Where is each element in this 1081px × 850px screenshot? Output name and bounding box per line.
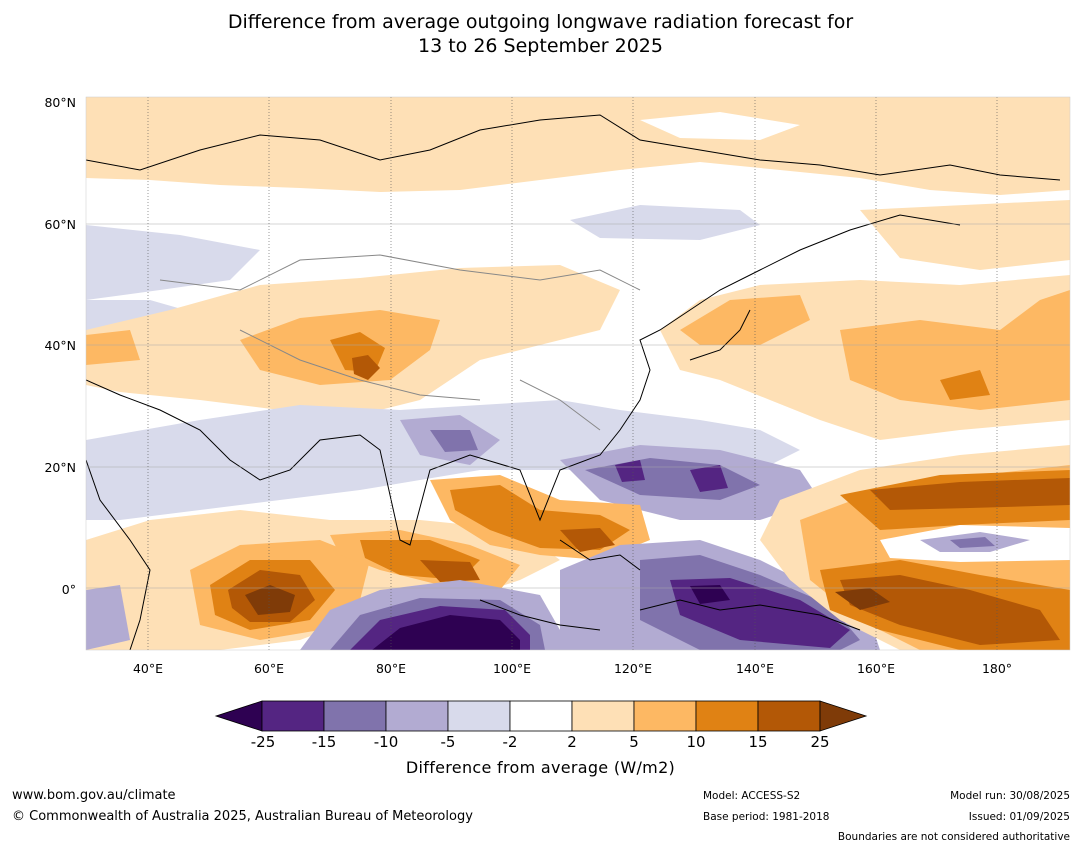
lon-label-180: 180° [981,661,1013,676]
lat-label-20n: 20°N [44,460,76,475]
lon-label-120e: 120°E [613,661,652,676]
anomaly-region [690,465,728,492]
anomaly-region [615,460,645,482]
colorbar-bin [261,700,325,732]
lon-label-80e: 80°E [375,661,407,676]
model-run-date: Model run: 30/08/2025 [950,790,1070,802]
anomaly-region [86,400,800,520]
colorbar-bin [633,700,697,732]
anomaly-region [372,615,520,650]
anomaly-region [570,205,760,240]
anomaly-region [86,330,140,365]
colorbar-bin [385,700,449,732]
copyright-notice: © Commonwealth of Australia 2025, Austra… [12,809,473,824]
anomaly-region [640,112,800,140]
boundary-disclaimer: Boundaries are not considered authoritat… [837,831,1070,843]
colorbar-bin [695,700,759,732]
olr-anomaly-map [85,96,1071,651]
colorbar-tick: 2 [567,733,577,751]
anomaly-region [86,225,260,300]
anomaly-region [430,430,478,452]
anomaly-region [245,585,295,615]
anomaly-region [870,478,1070,510]
base-period: Base period: 1981-2018 [703,811,830,823]
colorbar-tick: 25 [810,733,830,751]
title-line-2: 13 to 26 September 2025 [418,35,663,57]
colorbar-tick: 5 [629,733,639,751]
coastlines [86,114,1061,650]
lat-label-60n: 60°N [44,217,76,232]
colorbar-tick: -10 [373,733,399,751]
colorbar-tick: 10 [686,733,706,751]
colorbar-tick: -15 [311,733,337,751]
anomaly-region [86,585,130,650]
colorbar-extend-low [214,700,263,732]
anomaly-region [840,290,1070,410]
anomaly-region [352,355,380,380]
lon-label-100e: 100°E [492,661,531,676]
anomaly-region [940,370,990,400]
model-name: Model: ACCESS-S2 [703,790,801,802]
colorbar-tick: 15 [748,733,768,751]
colorbar-tick: -2 [502,733,518,751]
map-frame [85,96,1071,651]
colorbar-bin [509,700,573,732]
anomaly-region [840,575,1060,645]
lon-label-140e: 140°E [735,661,774,676]
anomaly-region [86,97,1070,195]
colorbar-bin [571,700,635,732]
colorbar-tick: -5 [440,733,456,751]
lat-label-80n: 80°N [44,95,76,110]
bom-website-link[interactable]: www.bom.gov.au/climate [12,788,176,803]
issued-date: Issued: 01/09/2025 [968,811,1070,823]
lon-label-60e: 60°E [253,661,285,676]
colorbar-label: Difference from average (W/m2) [405,758,676,777]
title-line-1: Difference from average outgoing longwav… [227,11,854,33]
country-boundaries [159,254,641,431]
lat-label-40n: 40°N [44,338,76,353]
map-gridlines [86,97,1070,650]
colorbar [214,700,868,732]
colorbar-bin [757,700,821,732]
lat-label-0: 0° [61,582,76,597]
lon-label-160e: 160°E [856,661,895,676]
colorbar-bin [323,700,387,732]
chart-title: Difference from average outgoing longwav… [0,10,1081,58]
anomaly-region [950,537,995,548]
lon-label-40e: 40°E [132,661,164,676]
anomaly-region [690,585,730,604]
colorbar-bin [447,700,511,732]
anomaly-region [420,560,480,582]
anomaly-region [560,528,615,552]
colorbar-extend-high [819,700,868,732]
colorbar-tick: -25 [250,733,276,751]
map-field [86,97,1070,650]
